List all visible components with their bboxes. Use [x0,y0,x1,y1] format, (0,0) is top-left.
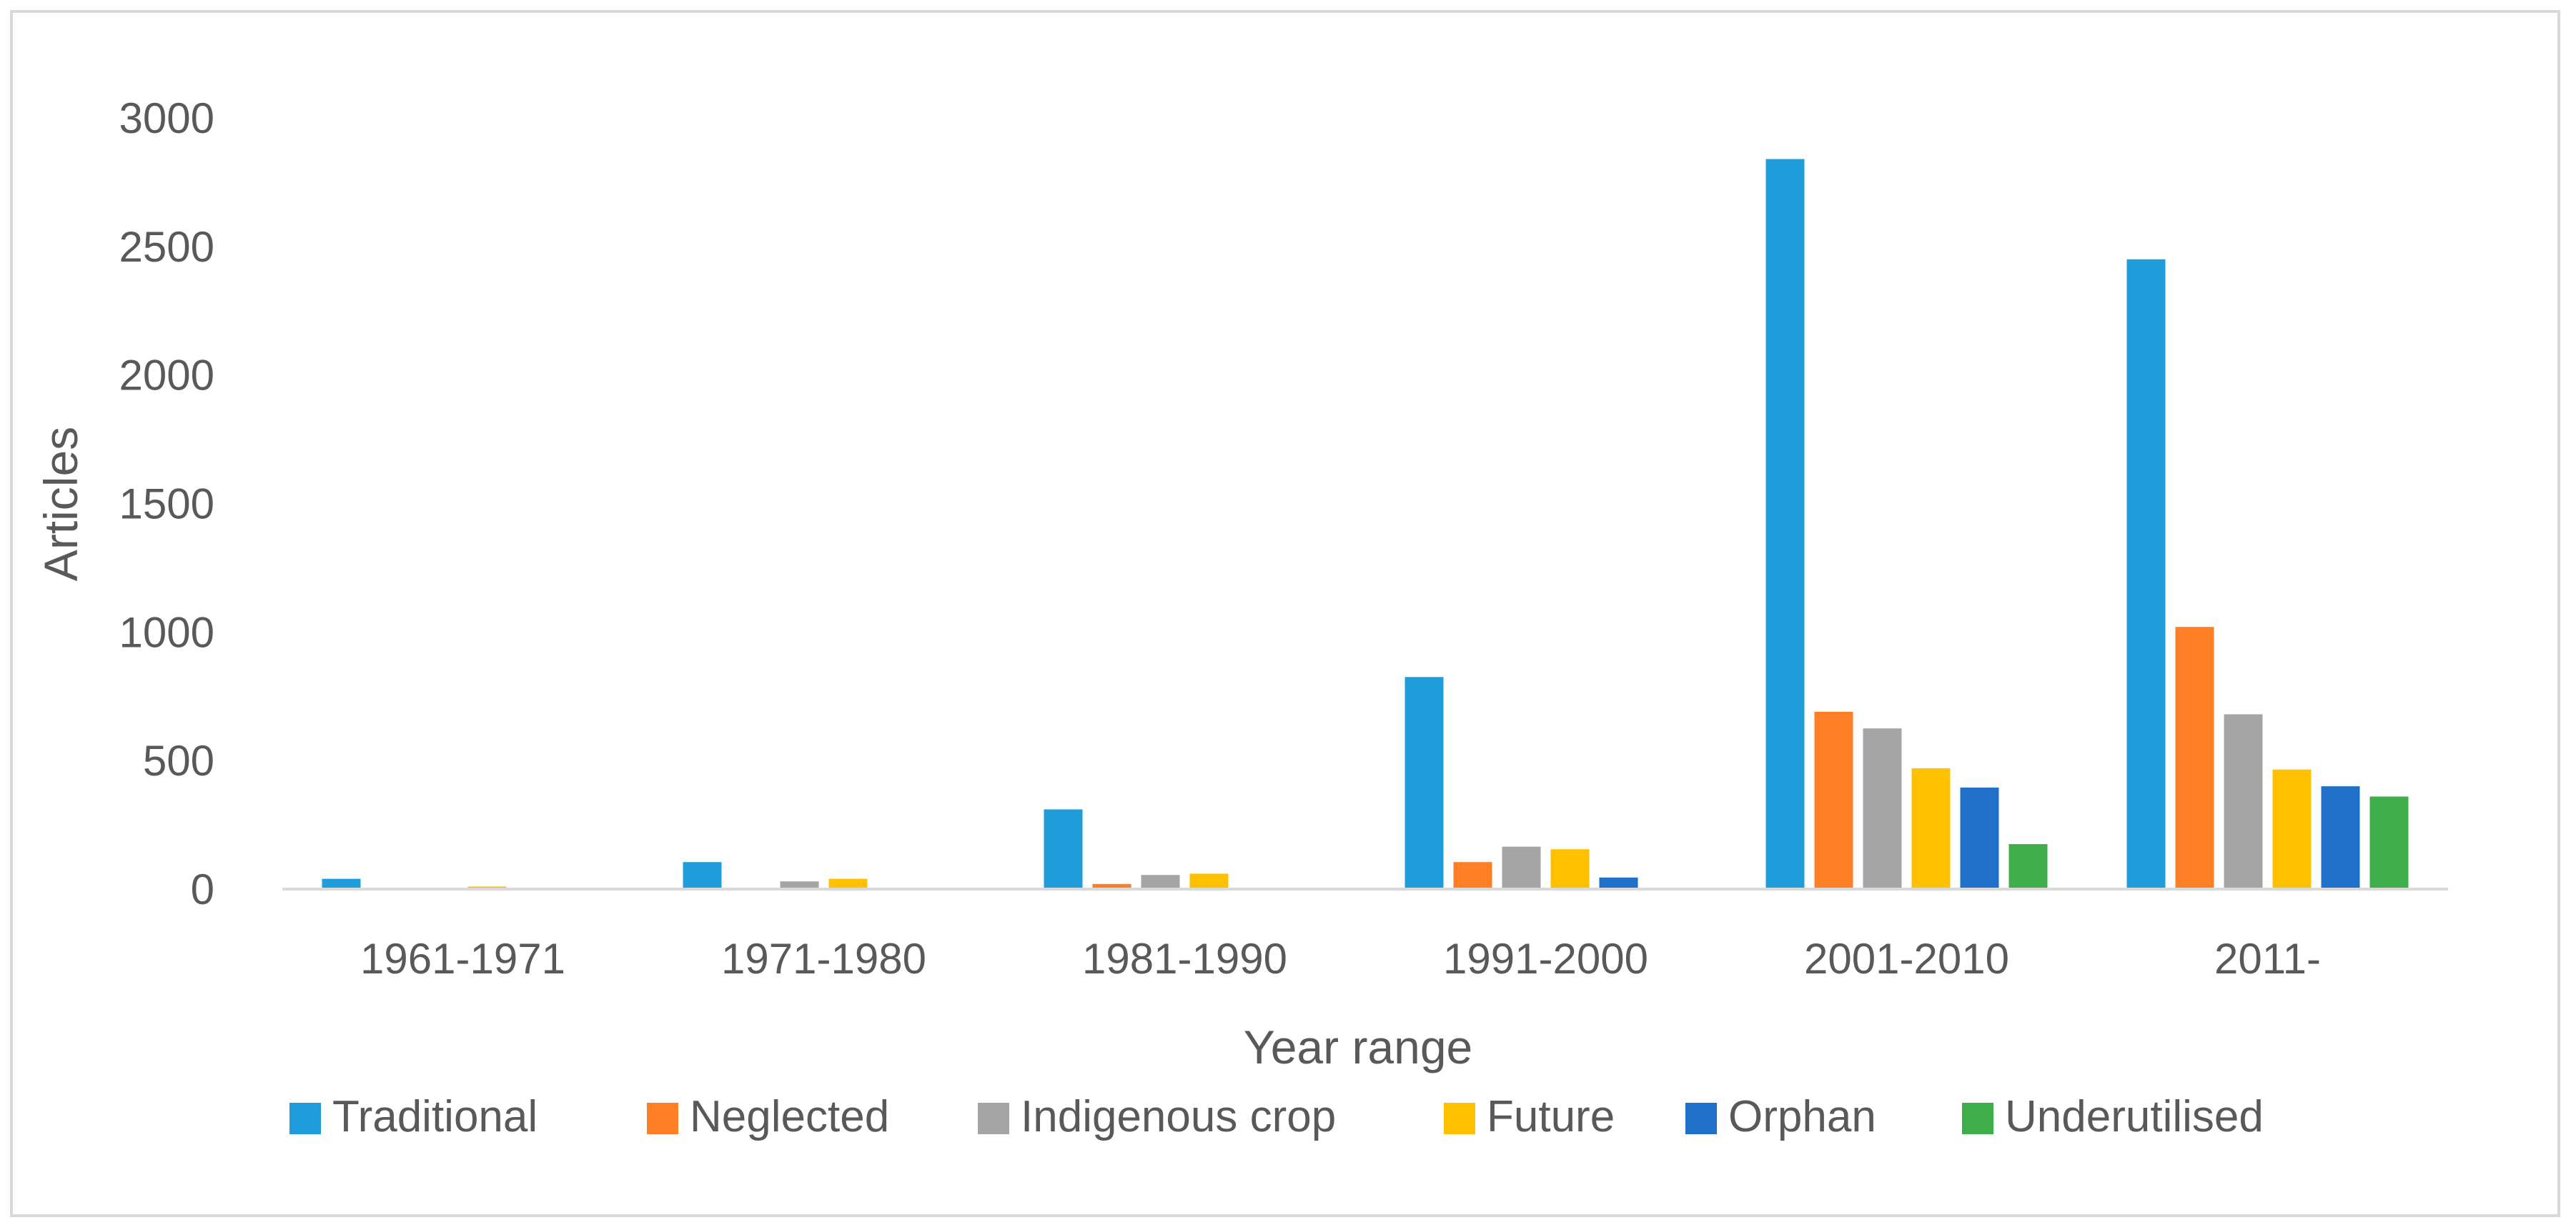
bar-neglected-2001-2010 [1814,711,1853,889]
bar-indigenous-crop-2001-2010 [1863,728,1902,889]
bar-orphan-2011- [2321,786,2360,889]
bar-neglected-1981-1990 [1092,883,1131,889]
x-tick-label: 1961-1971 [360,935,565,983]
y-axis-title: Articles [34,427,87,581]
y-tick-label: 2500 [119,223,214,271]
legend-swatch-neglected [647,1103,678,1134]
y-tick-label: 2000 [119,352,214,400]
bar-traditional-2011- [2126,259,2166,890]
x-axis-ticks: 1961-1971 1971-1980 1981-1990 1991-2000 2001… [360,935,2321,983]
bar-orphan-2001-2010 [1960,787,1999,889]
bar-indigenous-crop-1971-1980 [780,881,819,889]
y-tick-label: 0 [191,866,214,913]
legend-swatch-traditional [289,1103,321,1134]
bar-orphan-1991-2000 [1599,877,1638,889]
bars [322,159,2409,890]
y-tick-label: 1000 [119,608,214,656]
y-tick-label: 1500 [119,480,214,528]
bar-indigenous-crop-2011- [2224,714,2263,889]
x-tick-label: 1991-2000 [1443,935,1648,983]
x-tick-label: 1981-1990 [1082,935,1287,983]
legend-label-orphan: Orphan [1728,1092,1876,1141]
bar-traditional-1971-1980 [683,862,722,889]
y-tick-label: 3000 [119,94,214,142]
x-axis-title: Year range [1244,1021,1473,1073]
legend-label-neglected: Neglected [690,1092,889,1141]
bar-neglected-1991-2000 [1453,862,1492,889]
x-tick-label: 1971-1980 [721,935,926,983]
x-tick-label: 2011- [2214,935,2321,983]
bar-future-1971-1980 [828,878,868,889]
bar-underutilised-2011- [2369,796,2409,889]
legend-label-traditional: Traditional [332,1092,538,1141]
legend-label-future: Future [1487,1092,1615,1141]
legend-swatch-orphan [1685,1103,1717,1134]
y-tick-label: 500 [143,737,214,785]
legend-label-indigenous-crop: Indigenous crop [1021,1092,1336,1141]
bar-future-2001-2010 [1911,768,1951,889]
bar-future-1991-2000 [1550,849,1590,889]
bar-underutilised-2001-2010 [2008,844,2048,889]
legend-label-underutilised: Underutilised [2005,1092,2264,1141]
bar-indigenous-crop-1991-2000 [1502,846,1541,889]
bar-traditional-2001-2010 [1765,159,1805,890]
x-tick-label: 2001-2010 [1804,935,2009,983]
bar-future-2011- [2272,769,2312,889]
bar-traditional-1961-1971 [322,878,361,889]
bar-future-1981-1990 [1189,873,1229,889]
legend: Traditional Neglected Indigenous crop Futur… [289,1092,2264,1141]
bar-neglected-2011- [2175,627,2214,889]
bar-indigenous-crop-1981-1990 [1141,875,1180,889]
legend-swatch-underutilised [1962,1103,1993,1134]
legend-swatch-indigenous-crop [978,1103,1009,1134]
bar-traditional-1981-1990 [1044,809,1083,889]
bar-traditional-1991-2000 [1405,677,1444,889]
legend-swatch-future [1444,1103,1475,1134]
y-axis-ticks: 0 500 1000 1500 2000 2500 3000 [119,94,214,913]
